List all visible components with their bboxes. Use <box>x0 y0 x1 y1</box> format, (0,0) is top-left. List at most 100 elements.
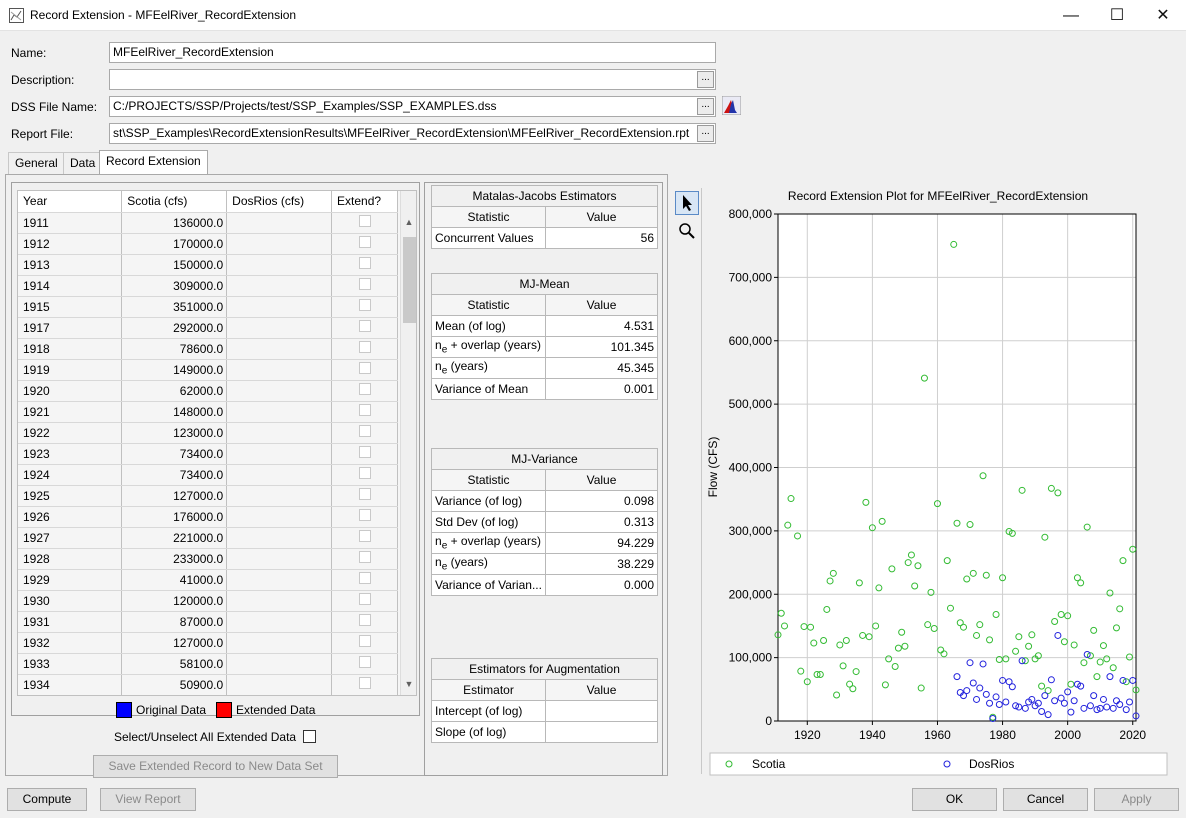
extend-cell[interactable] <box>331 611 398 633</box>
scotia-cell[interactable]: 170000.0 <box>121 233 228 255</box>
extend-checkbox[interactable] <box>358 446 371 458</box>
scotia-cell[interactable]: 127000.0 <box>121 485 228 507</box>
extend-checkbox[interactable] <box>358 467 371 479</box>
year-cell[interactable]: 1926 <box>18 506 123 528</box>
select-all-checkbox[interactable] <box>303 730 316 743</box>
table-row[interactable]: 1929 41000.0 <box>18 569 398 591</box>
extend-cell[interactable] <box>331 212 398 234</box>
extend-cell[interactable] <box>331 422 398 444</box>
dosrios-cell[interactable] <box>226 569 333 591</box>
scroll-down-icon[interactable]: ▼ <box>404 679 414 689</box>
year-cell[interactable]: 1927 <box>18 527 123 549</box>
table-scrollbar[interactable]: ▲ ▼ <box>400 191 416 695</box>
tab-general[interactable]: General <box>8 152 65 174</box>
year-cell[interactable]: 1922 <box>18 422 123 444</box>
extend-checkbox[interactable] <box>358 362 371 374</box>
table-row[interactable]: 1911 136000.0 <box>18 212 398 234</box>
table-row[interactable]: 1924 73400.0 <box>18 464 398 486</box>
year-cell[interactable]: 1929 <box>18 569 123 591</box>
scotia-cell[interactable]: 41000.0 <box>121 569 228 591</box>
scotia-cell[interactable]: 87000.0 <box>121 611 228 633</box>
extend-cell[interactable] <box>331 380 398 402</box>
extend-cell[interactable] <box>331 653 398 675</box>
table-row[interactable]: 1928 233000.0 <box>18 548 398 570</box>
dosrios-cell[interactable] <box>226 212 333 234</box>
minimize-button[interactable]: — <box>1063 7 1079 24</box>
dss-browse-button[interactable]: ... <box>697 98 714 115</box>
year-cell[interactable]: 1920 <box>18 380 123 402</box>
dosrios-cell[interactable] <box>226 464 333 486</box>
extend-checkbox[interactable] <box>358 593 371 605</box>
scotia-cell[interactable]: 78600.0 <box>121 338 228 360</box>
table-row[interactable]: 1931 87000.0 <box>18 611 398 633</box>
year-cell[interactable]: 1919 <box>18 359 123 381</box>
extend-checkbox[interactable] <box>358 614 371 626</box>
table-row[interactable]: 1932 127000.0 <box>18 632 398 654</box>
column-header-scotia[interactable]: Scotia (cfs) <box>121 191 228 213</box>
extend-checkbox[interactable] <box>358 677 371 689</box>
extend-checkbox[interactable] <box>358 530 371 542</box>
extend-cell[interactable] <box>331 548 398 570</box>
extend-checkbox[interactable] <box>358 635 371 647</box>
year-cell[interactable]: 1917 <box>18 317 123 339</box>
year-cell[interactable]: 1912 <box>18 233 123 255</box>
dss-file-input[interactable]: C:/PROJECTS/SSP/Projects/test/SSP_Exampl… <box>109 96 716 117</box>
extend-cell[interactable] <box>331 359 398 381</box>
year-cell[interactable]: 1931 <box>18 611 123 633</box>
table-row[interactable]: 1918 78600.0 <box>18 338 398 360</box>
dosrios-cell[interactable] <box>226 317 333 339</box>
year-cell[interactable]: 1933 <box>18 653 123 675</box>
scotia-cell[interactable]: 50900.0 <box>121 674 228 695</box>
extend-cell[interactable] <box>331 569 398 591</box>
table-row[interactable]: 1930 120000.0 <box>18 590 398 612</box>
year-cell[interactable]: 1914 <box>18 275 123 297</box>
dosrios-cell[interactable] <box>226 422 333 444</box>
extend-cell[interactable] <box>331 317 398 339</box>
dosrios-cell[interactable] <box>226 359 333 381</box>
table-row[interactable]: 1912 170000.0 <box>18 233 398 255</box>
scotia-cell[interactable]: 73400.0 <box>121 443 228 465</box>
name-input[interactable]: MFEelRiver_RecordExtension <box>109 42 716 63</box>
table-row[interactable]: 1923 73400.0 <box>18 443 398 465</box>
extend-cell[interactable] <box>331 338 398 360</box>
table-row[interactable]: 1913 150000.0 <box>18 254 398 276</box>
scotia-cell[interactable]: 233000.0 <box>121 548 228 570</box>
close-button[interactable]: ✕ <box>1156 7 1170 24</box>
extend-checkbox[interactable] <box>358 425 371 437</box>
extend-checkbox[interactable] <box>358 215 371 227</box>
scotia-cell[interactable]: 148000.0 <box>121 401 228 423</box>
year-cell[interactable]: 1918 <box>18 338 123 360</box>
table-row[interactable]: 1914 309000.0 <box>18 275 398 297</box>
extend-checkbox[interactable] <box>358 488 371 500</box>
apply-button[interactable]: Apply <box>1094 788 1179 811</box>
column-header-dosrios[interactable]: DosRios (cfs) <box>226 191 333 213</box>
save-extended-record-button[interactable]: Save Extended Record to New Data Set <box>93 755 338 778</box>
dosrios-cell[interactable] <box>226 611 333 633</box>
year-cell[interactable]: 1923 <box>18 443 123 465</box>
table-row[interactable]: 1922 123000.0 <box>18 422 398 444</box>
year-cell[interactable]: 1928 <box>18 548 123 570</box>
dosrios-cell[interactable] <box>226 653 333 675</box>
extend-checkbox[interactable] <box>358 299 371 311</box>
scotia-cell[interactable]: 73400.0 <box>121 464 228 486</box>
extend-cell[interactable] <box>331 590 398 612</box>
table-row[interactable]: 1919 149000.0 <box>18 359 398 381</box>
year-cell[interactable]: 1925 <box>18 485 123 507</box>
year-cell[interactable]: 1930 <box>18 590 123 612</box>
table-row[interactable]: 1934 50900.0 <box>18 674 398 695</box>
scotia-cell[interactable]: 149000.0 <box>121 359 228 381</box>
extend-cell[interactable] <box>331 464 398 486</box>
record-extension-chart[interactable]: Record Extension Plot for MFEelRiver_Rec… <box>704 182 1178 778</box>
table-row[interactable]: 1927 221000.0 <box>18 527 398 549</box>
pointer-tool-button[interactable] <box>675 191 699 215</box>
year-cell[interactable]: 1924 <box>18 464 123 486</box>
view-report-button[interactable]: View Report <box>100 788 196 811</box>
extend-cell[interactable] <box>331 296 398 318</box>
extend-cell[interactable] <box>331 485 398 507</box>
report-browse-button[interactable]: ... <box>697 125 714 142</box>
scotia-cell[interactable]: 123000.0 <box>121 422 228 444</box>
dosrios-cell[interactable] <box>226 275 333 297</box>
dosrios-cell[interactable] <box>226 590 333 612</box>
dosrios-cell[interactable] <box>226 548 333 570</box>
scrollbar-thumb[interactable] <box>403 237 416 323</box>
